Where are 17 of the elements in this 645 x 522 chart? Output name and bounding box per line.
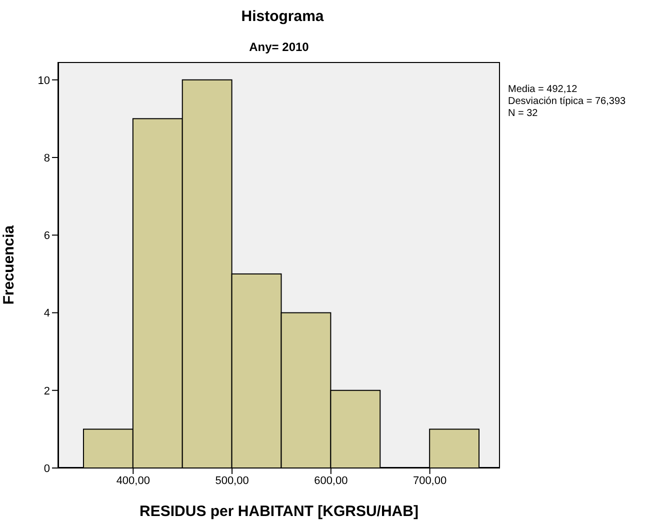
chart-title: Histograma [240,8,325,25]
x-tick-label: 600,00 [314,474,348,487]
text: N = 32 [508,108,539,120]
y-tick-label: 2 [44,385,50,398]
y-tick-label: 4 [44,308,50,320]
x-tick-label: 500,00 [215,474,249,487]
y-tick-label: 10 [38,74,50,87]
x-tick-label: 700,00 [412,474,447,487]
y-tick-label: 0 [44,462,50,475]
x-axis-title: RESIDUS per HABITANT [KGRSU/HAB] [140,503,418,520]
y-tick-label: 8 [44,152,50,164]
text: Media = 492,12 [508,84,578,96]
x-tick-label: 400,00 [116,474,150,487]
text: Desviación típica = 76,393 [508,96,626,108]
y-tick-label: 6 [44,230,50,242]
chart-subtitle: Any= 2010 [248,40,310,54]
y-axis-title: Frecuencia [0,224,18,305]
